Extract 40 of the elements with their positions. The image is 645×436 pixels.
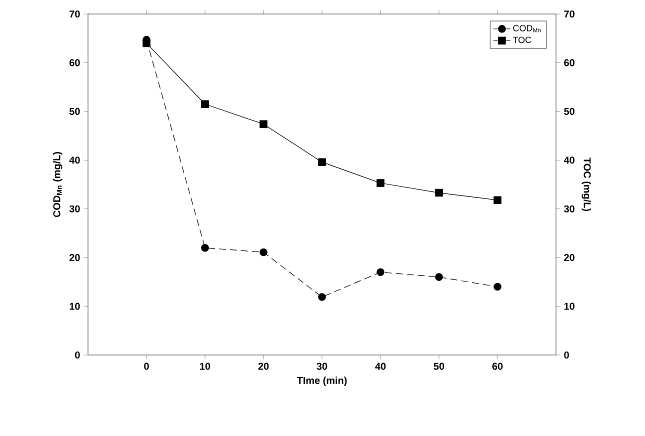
point [435,188,443,197]
point [201,100,209,108]
x-tick-label: 20 [258,362,269,370]
x-tick-label: 50 [434,362,444,370]
y2-tick-label: 70 [564,10,574,18]
y2-tick-label: 10 [564,302,574,310]
y-tick-label: 0 [75,351,80,359]
y-tick-label: 20 [69,254,80,262]
y2-tick-label: 50 [564,108,574,115]
y-tick-label: 10 [70,302,80,310]
point [201,244,209,252]
y2-tick-label: 60 [564,59,574,66]
y-axis-title: COD$_{Mn}$ (mg/L) [52,152,62,218]
x-tick-label: 10 [200,362,210,370]
point [435,273,443,281]
x-tick-label: 0 [144,362,149,370]
y2-axis-title: TOC (mg/L) [582,158,592,212]
point [494,196,502,204]
legend-label: TOC [512,36,532,44]
x-tick-label: 40 [375,362,386,370]
x-tick-label: 30 [316,362,328,370]
y2-tick-label: 20 [564,254,574,262]
point [318,158,326,166]
y2-tick-label: 40 [564,156,574,164]
y-tick-label: 70 [70,10,80,18]
point [260,120,268,128]
y-tick-label: 60 [70,59,80,66]
y-tick-label: 50 [69,108,80,115]
legend-label: COD$_{Mn}$ [513,24,541,32]
point [260,248,268,256]
y-tick-label: 30 [69,205,80,212]
y2-tick-label: 0 [564,351,569,359]
point [494,282,502,291]
point [376,268,384,276]
point [318,293,326,301]
point [376,179,384,187]
y-tick-label: 40 [69,156,80,164]
y2-tick-label: 30 [564,205,574,212]
x-axis-title: TIme (min) [296,376,347,386]
x-tick-label: 60 [492,362,503,370]
